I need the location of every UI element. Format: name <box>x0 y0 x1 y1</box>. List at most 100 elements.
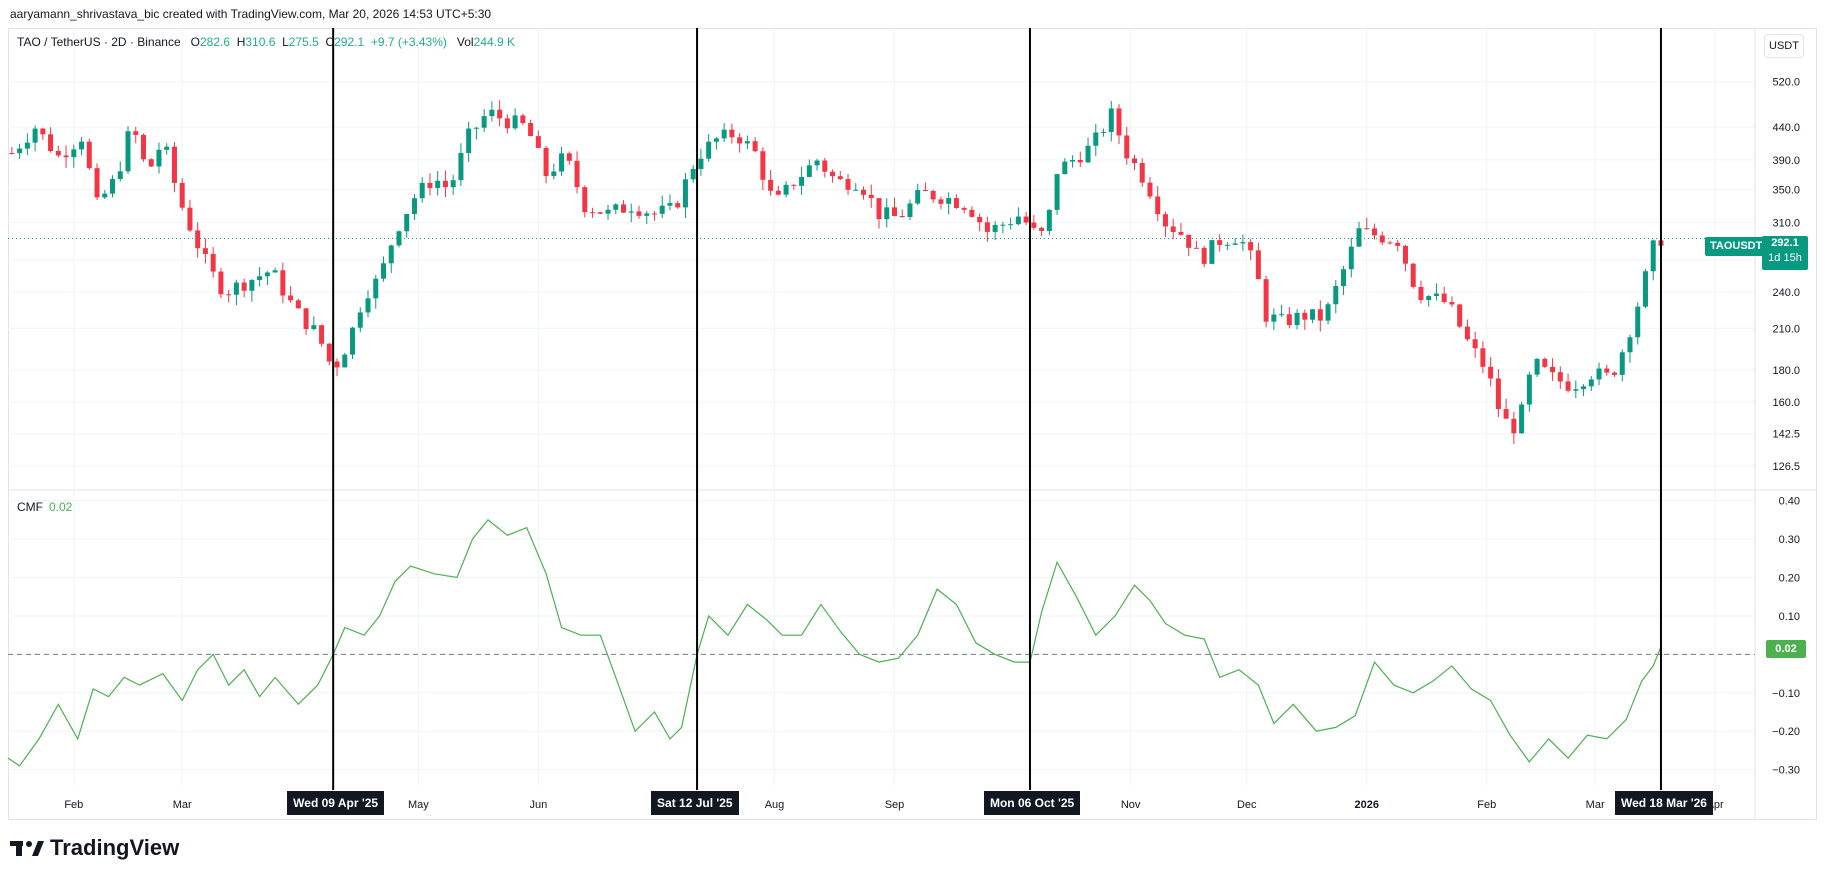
candle-body <box>411 198 417 215</box>
time-tick-label: Mar <box>173 799 192 811</box>
candle-body <box>690 168 696 180</box>
volume-value: 244.9 K <box>473 35 515 49</box>
candle-body <box>280 270 286 296</box>
candle-body <box>404 214 410 232</box>
candle-body <box>504 118 510 129</box>
candle-body <box>249 280 255 291</box>
candle-body <box>1565 381 1571 391</box>
candle-body <box>1526 374 1532 405</box>
candle-body <box>1302 312 1308 320</box>
high-value: 310.6 <box>245 35 276 49</box>
last-price: 292.1 <box>1771 237 1799 249</box>
cmf-tick-label: −0.30 <box>1772 765 1800 777</box>
candle-body <box>605 209 611 214</box>
candle-body <box>559 153 565 172</box>
candle-body <box>853 189 859 191</box>
candle-body <box>814 160 820 166</box>
time-tick-label: Dec <box>1237 799 1257 811</box>
candle-body <box>1039 227 1045 231</box>
candle-body <box>1333 286 1339 305</box>
candle-body <box>907 203 913 217</box>
candle-body <box>233 282 239 295</box>
candle-body <box>117 171 123 179</box>
candle-body <box>1612 372 1618 375</box>
candle-body <box>644 213 650 216</box>
candle-body <box>32 128 38 143</box>
candle-body <box>1186 234 1192 248</box>
candle-body <box>1062 161 1068 175</box>
candle-body <box>427 182 433 188</box>
candle-body <box>891 207 897 216</box>
open-value: 282.6 <box>199 35 231 49</box>
candle-body <box>373 278 379 299</box>
candle-body <box>1550 366 1556 373</box>
tradingview-logo[interactable]: TradingView <box>10 835 179 861</box>
candle-body <box>1170 226 1176 232</box>
candle-body <box>1124 135 1130 159</box>
symbol-legend: TAO / TetherUS · 2D · Binance O282.6 H31… <box>17 35 515 49</box>
candle-body <box>706 141 712 159</box>
candle-body <box>1464 326 1470 340</box>
low-value: 275.5 <box>288 35 319 49</box>
candle-body <box>984 222 990 232</box>
bar-countdown: 1d 15h <box>1768 252 1802 264</box>
candle-body <box>1635 306 1641 338</box>
candle-body <box>1433 293 1439 297</box>
candle-body <box>1372 228 1378 236</box>
cmf-legend-value: 0.02 <box>49 500 73 514</box>
candle-body <box>319 325 325 344</box>
candle-body <box>1441 293 1447 303</box>
candle-body <box>435 180 441 188</box>
candle-body <box>977 216 983 223</box>
candle-body <box>1588 379 1594 387</box>
time-tick-label: Aug <box>765 799 785 811</box>
brand-name: TradingView <box>50 835 180 860</box>
candle-body <box>1162 214 1168 227</box>
candle-body <box>628 211 634 213</box>
candle-body <box>311 325 317 329</box>
candle-body <box>1410 263 1416 287</box>
candle-body <box>1402 245 1408 264</box>
candle-body <box>1495 378 1501 410</box>
time-tick-label: Feb <box>64 799 83 811</box>
candle-body <box>1255 250 1261 280</box>
currency-button[interactable]: USDT <box>1764 34 1804 58</box>
candle-body <box>799 176 805 186</box>
candle-body <box>210 253 216 272</box>
candle-body <box>915 190 921 204</box>
candle-body <box>791 184 797 186</box>
change-value: +9.7 (+3.43%) <box>370 35 447 49</box>
candle-body <box>1263 279 1269 322</box>
candle-body <box>79 141 85 150</box>
candle-body <box>930 190 936 200</box>
candle-body <box>1596 368 1602 380</box>
candle-body <box>164 146 170 150</box>
candle-body <box>1488 366 1494 379</box>
candle-body <box>1101 131 1107 133</box>
price-tick-label: 142.5 <box>1772 429 1800 441</box>
candle-body <box>659 205 665 214</box>
candle-body <box>24 142 30 149</box>
price-tick-label: 240.0 <box>1772 287 1800 299</box>
cmf-value-box: 0.02 <box>1766 640 1806 658</box>
time-tick-label: May <box>408 799 429 811</box>
candle-body <box>946 198 952 204</box>
candle-body <box>675 203 681 208</box>
candle-body <box>110 178 116 194</box>
candle-body <box>1573 389 1579 391</box>
candle-body <box>1046 209 1052 231</box>
candle-body <box>1503 409 1509 419</box>
date-marker-label: Sat 12 Jul '25 <box>651 791 739 815</box>
candle-body <box>582 187 588 213</box>
candle-body <box>1542 358 1548 367</box>
candle-body <box>156 149 162 167</box>
price-tick-label: 310.0 <box>1772 217 1800 229</box>
candle-body <box>125 131 131 172</box>
candle-body <box>288 295 294 301</box>
cmf-line <box>7 519 1662 767</box>
candle-body <box>1248 242 1254 251</box>
candle-body <box>768 179 774 191</box>
price-tick-label: 210.0 <box>1772 323 1800 335</box>
cmf-tick-label: 0.10 <box>1779 611 1800 623</box>
